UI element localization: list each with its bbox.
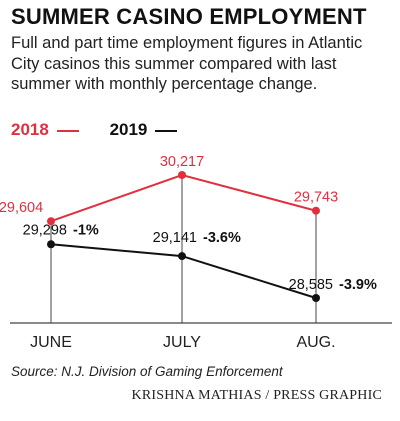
source-note: Source: N.J. Division of Gaming Enforcem… [11,364,283,379]
data-label-2019-0: 29,298 [23,222,67,238]
data-point-2019-1 [178,252,186,261]
legend-swatch-2018 [56,129,79,132]
data-label-2019-2: 28,585 [289,277,333,293]
chart-subtitle: Full and part time employment figures in… [11,34,363,93]
data-point-2019-2 [312,294,320,302]
x-tick-label-2: AUG. [296,334,335,351]
legend: 2018 2019 [11,120,187,140]
data-point-2019-0 [47,240,55,249]
change-label-2019-1: -3.6% [203,230,241,246]
chart-title: SUMMER CASINO EMPLOYMENT [11,4,367,29]
legend-item-2019: 2019 [110,120,188,140]
data-label-2018-1: 30,217 [160,154,204,170]
data-label-2018-2: 29,743 [294,190,338,206]
legend-label-2019: 2019 [109,120,148,139]
legend-item-2018: 2018 [11,120,89,140]
data-point-2018-1 [178,171,186,179]
change-label-2019-2: -3.9% [339,277,377,293]
graphic-credit: KRISHNA MATHIAS / PRESS GRAPHIC [131,388,382,403]
series-line-2018 [50,173,317,223]
data-label-2018-0: 29,604 [0,200,43,216]
data-label-2019-1: 29,141 [153,230,197,246]
change-label-2019-0: -1% [73,222,99,238]
data-point-2018-2 [312,206,320,215]
series-line-2019 [50,243,317,299]
legend-label-2018: 2018 [11,120,49,139]
x-tick-label-1: JULY [163,334,201,351]
x-tick-label-0: JUNE [30,334,72,351]
legend-swatch-2019 [155,129,178,132]
data-point-2018-0 [47,217,55,226]
